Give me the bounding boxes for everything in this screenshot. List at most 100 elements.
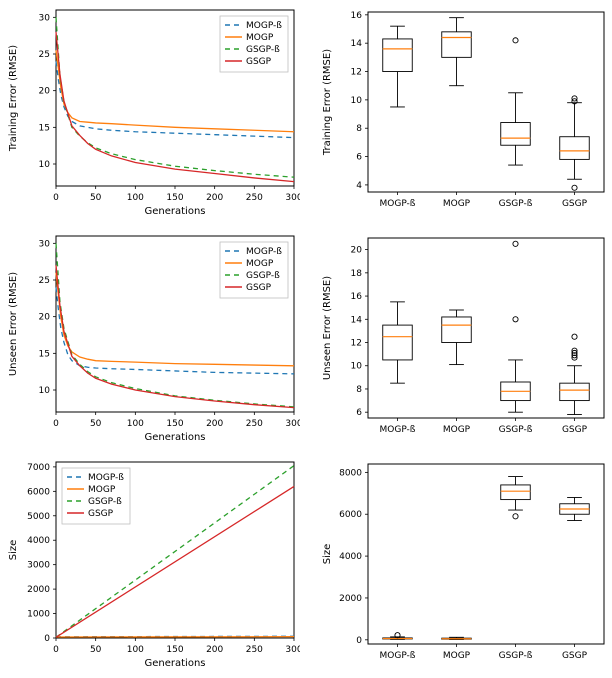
- outlier: [513, 317, 518, 322]
- y-tick-label: 18: [351, 269, 363, 279]
- y-tick-label: 16: [351, 292, 363, 302]
- legend-label: MOGP-ß: [88, 473, 124, 483]
- category-label: GSGP-ß: [499, 425, 533, 435]
- legend-label: GSGP-ß: [246, 45, 280, 55]
- y-tick-label: 8000: [339, 468, 362, 478]
- x-tick-label: 50: [90, 419, 102, 429]
- y-tick-label: 30: [39, 239, 51, 249]
- box-GSGP-ß: [501, 123, 531, 146]
- box-GSGP-ß: [501, 485, 531, 500]
- x-tick-label: 100: [127, 419, 144, 429]
- legend-label: GSGP: [246, 57, 272, 67]
- outlier: [513, 514, 518, 519]
- x-axis-label: Generations: [145, 658, 206, 669]
- chart-trainBox: 46810121416Training Error (RMSE)MOGP-ßMO…: [316, 4, 612, 220]
- legend-label: MOGP-ß: [246, 21, 282, 31]
- panel-training-line: 0501001502002503001015202530GenerationsT…: [0, 4, 300, 220]
- panel-unseen-line: 0501001502002503001015202530GenerationsU…: [0, 230, 300, 446]
- x-tick-label: 300: [285, 645, 300, 655]
- legend-label: GSGP-ß: [246, 271, 280, 281]
- x-tick-label: 200: [206, 419, 223, 429]
- y-axis-label: Training Error (RMSE): [322, 49, 333, 156]
- category-label: GSGP: [562, 199, 588, 209]
- y-axis-label: Unseen Error (RMSE): [322, 276, 333, 380]
- category-label: MOGP: [443, 199, 471, 209]
- legend-label: GSGP: [88, 509, 114, 519]
- panel-size-line: 0501001502002503000100020003000400050006…: [0, 456, 300, 672]
- x-tick-label: 0: [53, 193, 59, 203]
- y-tick-label: 20: [39, 313, 51, 323]
- y-tick-label: 25: [39, 50, 50, 60]
- legend-label: GSGP-ß: [88, 497, 122, 507]
- y-tick-label: 6: [356, 408, 362, 418]
- y-tick-label: 0: [356, 636, 362, 646]
- outlier: [513, 38, 518, 43]
- legend-label: GSGP: [246, 283, 272, 293]
- category-label: GSGP-ß: [499, 199, 533, 209]
- legend-label: MOGP: [246, 259, 274, 269]
- x-tick-label: 50: [90, 645, 102, 655]
- y-tick-label: 14: [351, 315, 363, 325]
- x-tick-label: 150: [166, 645, 183, 655]
- box-GSGP: [560, 137, 590, 160]
- x-axis-label: Generations: [145, 206, 206, 217]
- panel-training-box: 46810121416Training Error (RMSE)MOGP-ßMO…: [316, 4, 612, 220]
- y-tick-label: 20: [39, 87, 51, 97]
- y-tick-label: 4000: [339, 552, 362, 562]
- legend-label: MOGP: [88, 485, 116, 495]
- y-tick-label: 3000: [27, 561, 50, 571]
- x-tick-label: 250: [246, 419, 263, 429]
- x-tick-label: 50: [90, 193, 102, 203]
- category-label: MOGP: [443, 425, 471, 435]
- y-tick-label: 2000: [27, 585, 50, 595]
- x-tick-label: 150: [166, 419, 183, 429]
- y-tick-label: 6000: [339, 510, 362, 520]
- category-label: GSGP: [562, 651, 588, 661]
- y-tick-label: 14: [351, 39, 363, 49]
- y-tick-label: 12: [351, 339, 362, 349]
- x-tick-label: 300: [285, 193, 300, 203]
- box-MOGP-ß: [383, 39, 413, 72]
- chart-sizeBox: 02000400060008000SizeMOGP-ßMOGPGSGP-ßGSG…: [316, 456, 612, 672]
- box-GSGP: [560, 383, 590, 400]
- y-tick-label: 7000: [27, 463, 50, 473]
- y-axis-label: Size: [8, 540, 19, 561]
- category-label: GSGP: [562, 425, 588, 435]
- x-tick-label: 200: [206, 645, 223, 655]
- y-tick-label: 1000: [27, 610, 50, 620]
- y-tick-label: 16: [351, 11, 363, 21]
- x-tick-label: 0: [53, 419, 59, 429]
- box-MOGP: [442, 32, 472, 58]
- x-tick-label: 250: [246, 193, 263, 203]
- category-label: MOGP-ß: [380, 651, 416, 661]
- x-axis-label: Generations: [145, 432, 206, 443]
- y-tick-label: 4000: [27, 536, 50, 546]
- y-tick-label: 6000: [27, 487, 50, 497]
- y-tick-label: 10: [351, 362, 363, 372]
- x-tick-label: 300: [285, 419, 300, 429]
- y-tick-label: 6: [356, 153, 362, 163]
- legend-label: MOGP-ß: [246, 247, 282, 257]
- outlier: [572, 185, 577, 190]
- series-MOGP-ß: [56, 287, 294, 374]
- y-tick-label: 2000: [339, 594, 362, 604]
- y-axis-label: Size: [322, 544, 333, 565]
- category-label: MOGP: [443, 651, 471, 661]
- outlier: [572, 334, 577, 339]
- chart-unseenLine: 0501001502002503001015202530GenerationsU…: [0, 230, 300, 446]
- box-MOGP-ß: [383, 325, 413, 360]
- y-tick-label: 5000: [27, 512, 50, 522]
- category-label: MOGP-ß: [380, 425, 416, 435]
- chart-trainLine: 0501001502002503001015202530GenerationsT…: [0, 4, 300, 220]
- y-tick-label: 30: [39, 13, 51, 23]
- y-tick-label: 12: [351, 68, 362, 78]
- chart-grid: 0501001502002503001015202530GenerationsT…: [0, 0, 612, 678]
- legend: MOGP-ß MOGP GSGP-ß GSGP: [62, 468, 130, 524]
- x-tick-label: 0: [53, 645, 59, 655]
- x-tick-label: 100: [127, 193, 144, 203]
- y-tick-label: 4: [356, 181, 362, 191]
- x-tick-label: 250: [246, 645, 263, 655]
- y-tick-label: 25: [39, 276, 50, 286]
- legend: MOGP-ß MOGP GSGP-ß GSGP: [220, 242, 288, 298]
- y-axis-label: Training Error (RMSE): [8, 45, 19, 152]
